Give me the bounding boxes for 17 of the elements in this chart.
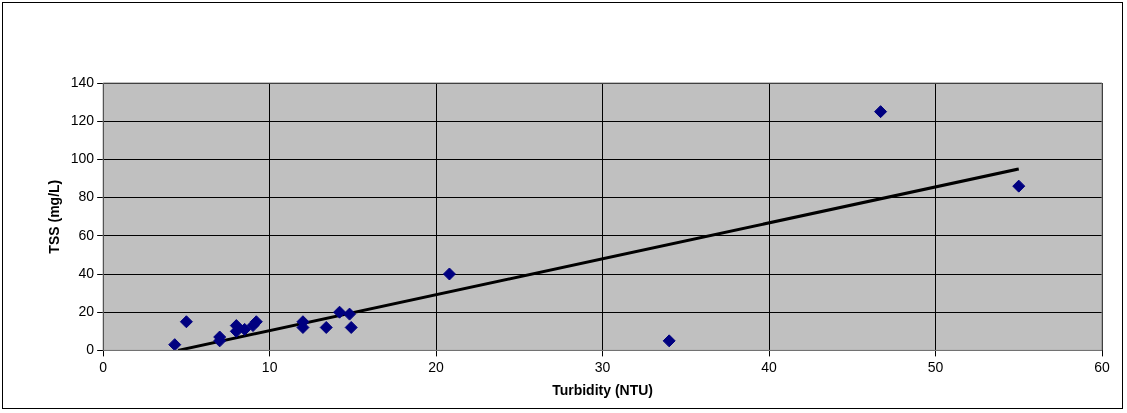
y-tick-label: 100 <box>70 150 95 167</box>
x-tick-label: 50 <box>927 358 944 375</box>
y-tick-label: 0 <box>86 341 95 358</box>
y-axis-title: TSS (mg/L) <box>46 179 63 254</box>
y-tick-label: 60 <box>78 226 95 243</box>
x-axis-title: Turbidity (NTU) <box>552 382 653 399</box>
y-tick-label: 140 <box>70 73 95 90</box>
y-tick-label: 120 <box>70 112 95 129</box>
y-tick-label: 80 <box>78 188 95 205</box>
x-tick-label: 10 <box>261 358 278 375</box>
x-tick-label: 0 <box>99 358 108 375</box>
x-tick-label: 40 <box>761 358 778 375</box>
y-tick-label: 20 <box>78 303 95 320</box>
y-tick-label: 40 <box>78 264 95 281</box>
x-tick-label: 60 <box>1094 358 1110 375</box>
x-tick-label: 20 <box>428 358 445 375</box>
x-tick-label: 30 <box>594 358 611 375</box>
